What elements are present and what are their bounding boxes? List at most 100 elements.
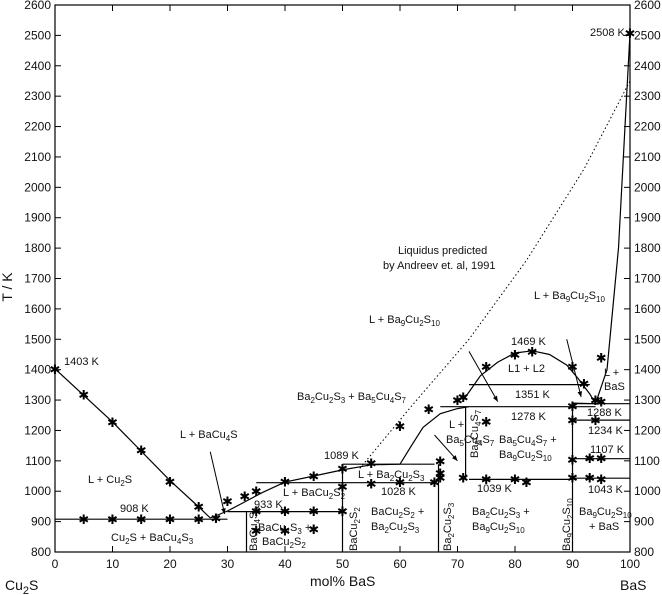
y-tick-label-right: 1600 [634, 302, 661, 316]
data-point: ✱ [280, 504, 291, 519]
x-tick-label: 10 [106, 557, 120, 571]
temp-1469: 1469 K [511, 336, 547, 348]
data-point: ✱ [165, 474, 176, 489]
data-point: ✱ [222, 494, 233, 509]
temp-1403: 1403 K [64, 356, 100, 368]
data-point: ✱ [481, 360, 492, 375]
phase-ba2cu2s3-ba5cu4s7: Ba2Cu2S3 + Ba5Cu4S7 [297, 391, 407, 405]
data-point: ✱ [567, 413, 578, 428]
phase-ba9-bas-b: + BaS [589, 521, 619, 533]
y-tick-label-left: 1700 [24, 272, 51, 286]
phase-cu2s-bacu4s3: Cu2S + BaCu4S3 [111, 532, 194, 546]
data-point: ✱ [429, 475, 440, 490]
y-tick-label-right: 2500 [634, 28, 661, 42]
y-axis-title: T / K [0, 272, 15, 302]
x-tick-label: 100 [620, 557, 640, 571]
phase-l-ba9cu2s10: L + Ba9Cu2S10 [534, 290, 605, 304]
y-tick-label-left: 800 [31, 545, 51, 559]
data-point: ✱ [596, 395, 607, 410]
data-point: ✱ [435, 471, 446, 486]
data-point: ✱ [107, 512, 118, 527]
data-point: ✱ [458, 471, 469, 486]
arrow-l-ba9cu2s10-right-head [577, 391, 583, 398]
liquidus-ba5cu4s7 [399, 406, 470, 465]
phase-bacu2s2-ba2cu2s3-b: Ba2Cu2S3 [371, 521, 420, 535]
phase-l-cu2s: L + Cu2S [88, 474, 132, 488]
x-tick-label: 90 [566, 557, 580, 571]
data-point: ✱ [567, 360, 578, 375]
data-point: ✱ [510, 347, 521, 362]
data-point: ✱ [481, 472, 492, 487]
data-point: ✱ [481, 414, 492, 429]
y-tick-label-left: 1400 [24, 363, 51, 377]
phase-ba2cu2s3-ba9-b: Ba9Cu2S10 [472, 521, 525, 535]
temp-1089: 1089 K [324, 450, 360, 462]
data-point: ✱ [337, 480, 348, 495]
y-tick-label-left: 1300 [24, 393, 51, 407]
y-tick-label-left: 1500 [24, 332, 51, 346]
y-tick-label-right: 2600 [634, 0, 661, 12]
x-tick-label: 70 [451, 557, 465, 571]
data-point: ✱ [596, 451, 607, 466]
data-point: ✱ [107, 415, 118, 430]
data-point: ✱ [193, 512, 204, 527]
data-point: ✱ [458, 390, 469, 405]
data-point: ✱ [165, 512, 176, 527]
data-point: ✱ [527, 344, 538, 359]
data-point: ✱ [521, 475, 532, 490]
data-point: ✱ [590, 393, 601, 408]
x-tick-label: 60 [393, 557, 407, 571]
temp-1351: 1351 K [515, 389, 551, 401]
y-tick-label-left: 2200 [24, 120, 51, 134]
x-tick-label: 50 [336, 557, 350, 571]
temp-1234: 1234 K [588, 425, 624, 437]
data-point: ✱ [251, 524, 262, 539]
temp-1288: 1288 K [587, 407, 623, 419]
data-point: ✱ [337, 504, 348, 519]
left-end-label: Cu2S [5, 577, 38, 595]
data-point: ✱ [567, 399, 578, 414]
y-tick-label-left: 1800 [24, 241, 51, 255]
data-point: ✱ [366, 477, 377, 492]
y-tick-label-right: 1400 [634, 363, 661, 377]
data-point: ✱ [510, 472, 521, 487]
y-tick-label-left: 2500 [24, 28, 51, 42]
y-tick-label-right: 1200 [634, 423, 661, 437]
y-tick-label-left: 2600 [24, 0, 51, 12]
liquidus-bas [594, 32, 631, 404]
arrow-l-bacu4s-head [221, 508, 226, 515]
data-point: ✱ [423, 402, 434, 417]
y-tick-label-right: 1300 [634, 393, 661, 407]
data-point: ✱ [395, 419, 406, 434]
y-tick-label-right: 2100 [634, 150, 661, 164]
data-point: ✱ [136, 512, 147, 527]
y-tick-label-right: 1700 [634, 272, 661, 286]
data-point: ✱ [579, 376, 590, 391]
temp-908: 908 K [120, 503, 149, 515]
data-point: ✱ [50, 362, 61, 377]
data-point: ✱ [452, 393, 463, 408]
data-point: ✱ [280, 474, 291, 489]
y-tick-label-right: 1100 [634, 454, 660, 468]
y-tick-label-right: 1500 [634, 332, 661, 346]
l-bas-boundary [572, 402, 596, 405]
y-tick-label-right: 2200 [634, 120, 661, 134]
phase-l-bacu4s: L + BaCu4S [180, 429, 238, 443]
phase-bacu2s2-ba2cu2s3: BaCu2S2 + [371, 506, 424, 520]
phase-bacu4s3-bacu2s2: BaCu4S3 + [258, 522, 311, 536]
phase-l-bas: L + [604, 367, 619, 379]
data-point: ✱ [366, 456, 377, 471]
compound-ba9cu2s10: Ba9Cu2S10 [561, 498, 575, 551]
data-point: ✱ [193, 499, 204, 514]
compound-ba5cu4s7: Ba5Cu4S7 [469, 409, 483, 458]
x-tick-label: 80 [508, 557, 522, 571]
temp-1107: 1107 K [590, 444, 625, 456]
data-point: ✱ [567, 471, 578, 486]
compound-bacu2s2: BaCu2S2 [348, 507, 362, 551]
x-tick-label: 0 [52, 557, 59, 571]
arrow-l-bacu4s [209, 451, 226, 515]
experimental-points: ✱✱✱✱✱✱✱✱ ✱ ✱ ✱ ✱✱ ✱ ✱✱ ✱✱ ✱✱ ✱ ✱ ✱✱ ✱ ✱✱ ✱ ✱ ✱✱✱✱✱✱✱✱✱ ✱ ✱… [50, 26, 636, 539]
data-point: ✱ [78, 388, 89, 403]
